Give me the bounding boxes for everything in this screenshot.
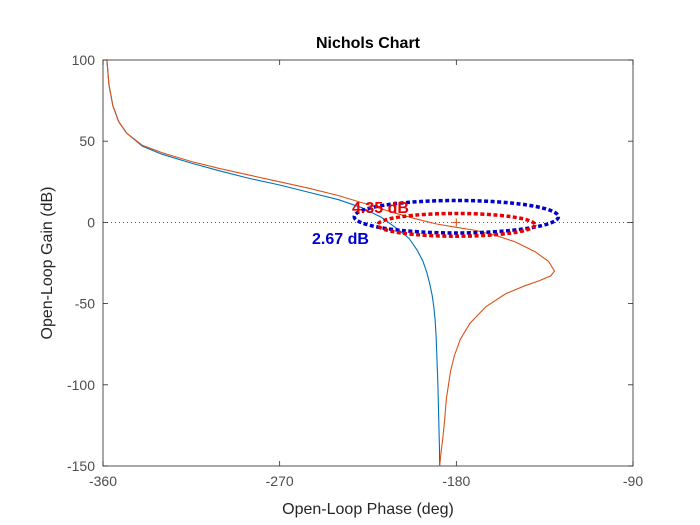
margin-ellipse-2	[376, 211, 537, 238]
margin-ellipse-layer	[352, 198, 561, 238]
plot-area	[102, 59, 634, 467]
x-tick-label: -360	[89, 473, 117, 489]
series-line-2	[106, 59, 556, 467]
series-layer	[103, 59, 633, 467]
x-tick-label: -90	[623, 473, 643, 489]
y-tick-label: -100	[67, 377, 95, 393]
y-tick-label: 50	[79, 133, 95, 149]
x-tick-label: -180	[442, 473, 470, 489]
gain-margin-label-red: 4.35 dB	[352, 200, 409, 217]
ticks-layer: -360 -270 -180 -90 100 50 0 -50 -100 -150	[67, 52, 643, 489]
series-line-1	[106, 59, 441, 467]
chart-title: Nichols Chart	[316, 35, 421, 52]
y-tick-label: 100	[72, 52, 96, 68]
margin-ellipse-1	[352, 198, 561, 235]
y-tick-label: 0	[87, 214, 95, 230]
y-tick-label: -50	[75, 296, 95, 312]
y-axis-label: Open-Loop Gain (dB)	[39, 187, 56, 340]
x-axis-label: Open-Loop Phase (deg)	[282, 501, 454, 518]
x-tick-label: -270	[266, 473, 294, 489]
y-tick-label: -150	[67, 458, 95, 474]
gain-margin-label-blue: 2.67 dB	[312, 231, 369, 248]
